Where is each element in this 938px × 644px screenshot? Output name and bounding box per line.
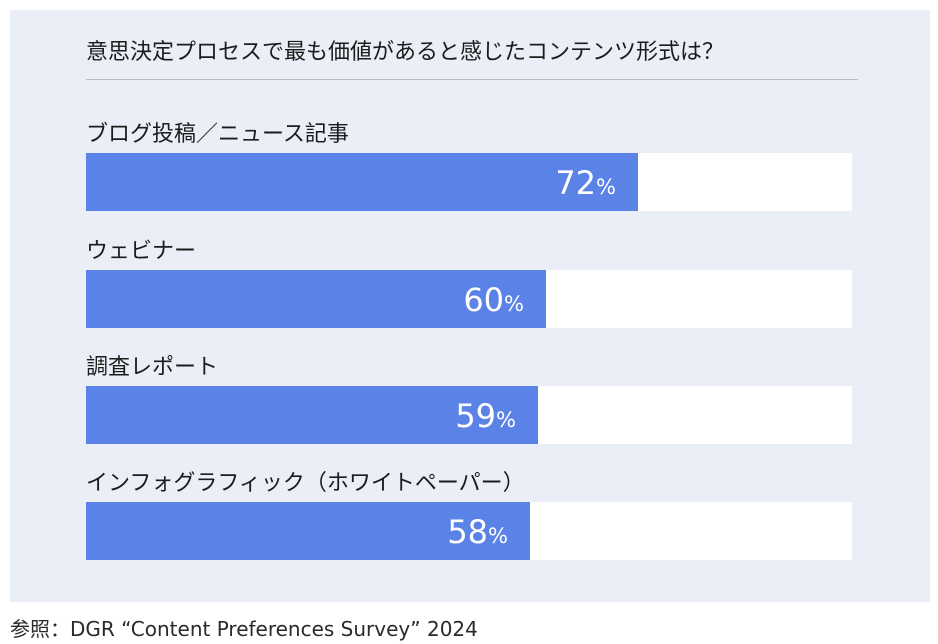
category-label: ブログ投稿／ニュース記事 — [86, 122, 349, 147]
data-label: 72% — [555, 153, 616, 211]
title-divider — [86, 79, 858, 80]
source-note: 参照：DGR “Content Preferences Survey” 2024 — [10, 617, 478, 641]
data-label: 60% — [463, 270, 524, 328]
bar — [86, 386, 538, 444]
data-label-value: 60 — [463, 281, 505, 319]
category-label: インフォグラフィック（ホワイトペーパー） — [86, 471, 525, 496]
bar-track: 59% — [86, 386, 852, 444]
bar — [86, 502, 530, 560]
data-label-unit: % — [504, 292, 524, 316]
data-label-unit: % — [596, 175, 616, 199]
data-label: 59% — [455, 386, 516, 444]
data-label: 58% — [447, 502, 508, 560]
data-label-value: 72 — [555, 164, 597, 202]
data-label-value: 59 — [455, 397, 497, 435]
bar — [86, 270, 546, 328]
category-label: 調査レポート — [86, 355, 219, 380]
data-label-value: 58 — [447, 513, 489, 551]
data-label-unit: % — [496, 408, 516, 432]
bar-track: 72% — [86, 153, 852, 211]
bar — [86, 153, 638, 211]
bar-track: 60% — [86, 270, 852, 328]
category-label: ウェビナー — [86, 239, 197, 264]
data-label-unit: % — [488, 524, 508, 548]
bar-track: 58% — [86, 502, 852, 560]
chart-title: 意思決定プロセスで最も価値があると感じたコンテンツ形式は？ — [86, 40, 725, 65]
